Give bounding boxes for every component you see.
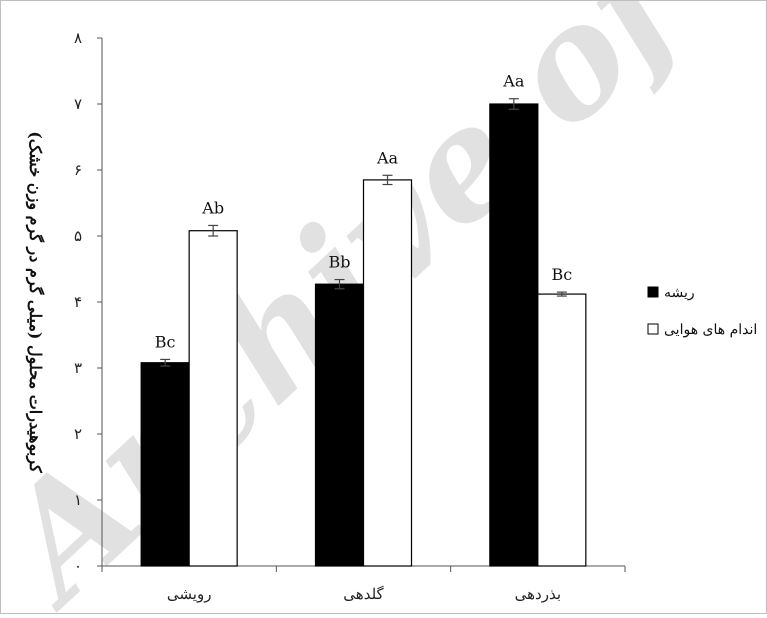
bar xyxy=(537,293,587,567)
y-tick-label: ۲ xyxy=(74,425,82,443)
bar xyxy=(140,362,190,567)
data-label: Aa xyxy=(502,72,525,91)
legend-swatch xyxy=(647,323,659,335)
bar xyxy=(489,103,539,567)
legend-swatch xyxy=(647,286,659,298)
y-tick-label: ۶ xyxy=(74,161,82,179)
y-tick-label: ۷ xyxy=(74,95,82,113)
bars xyxy=(140,98,587,567)
data-label: Aa xyxy=(376,148,399,167)
legend-label: اندام های هوایی xyxy=(664,322,757,338)
y-tick-label: ۱ xyxy=(74,491,82,509)
y-tick-label: ۳ xyxy=(74,359,82,377)
legend-label: ریشه xyxy=(664,285,695,301)
y-tick-label: ۰ xyxy=(74,557,82,575)
x-tick-label: رویشی xyxy=(167,585,212,603)
bar xyxy=(314,283,365,567)
data-label: Bb xyxy=(329,253,351,272)
legend: ریشه اندام های هوایی xyxy=(647,285,757,338)
y-tick-label: ۴ xyxy=(74,293,82,311)
y-axis-title: کربوهیدرات محلول (میلی گرم در گرم وزن خش… xyxy=(25,131,45,473)
bar xyxy=(188,230,238,567)
data-labels: Bc Bb Aa Ab Aa Bc xyxy=(155,72,572,352)
bar xyxy=(362,179,413,567)
x-tick-label: گلدهی xyxy=(343,585,384,603)
y-tick-label: ۵ xyxy=(74,227,82,245)
data-label: Bc xyxy=(155,332,176,351)
y-tick-label: ۸ xyxy=(74,29,82,47)
data-label: Ab xyxy=(201,198,224,217)
data-label: Bc xyxy=(551,265,572,284)
x-tick-label: بذردهی xyxy=(515,585,561,603)
